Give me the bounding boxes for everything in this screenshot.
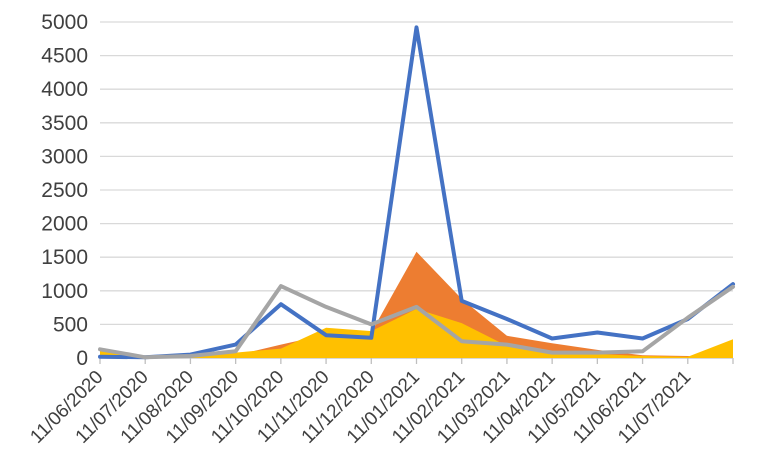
line-series-4 <box>98 284 735 360</box>
y-tick-label: 1000 <box>41 280 88 303</box>
y-axis-tick-labels: 0 500 1000 1500 2000 2500 3000 3500 4000 4500 5000 <box>41 11 88 370</box>
x-axis-tick-labels: 11/06/202011/07/202011/08/202011/09/2020… <box>26 367 695 448</box>
y-tick-label: 500 <box>53 313 88 336</box>
y-tick-label: 3000 <box>41 145 88 168</box>
gridlines <box>99 21 734 364</box>
y-tick-label: 2500 <box>41 179 88 202</box>
line-series-group <box>98 25 735 360</box>
y-tick-label: 5000 <box>41 11 88 34</box>
area-series-2 <box>100 308 733 358</box>
y-tick-label: 4500 <box>41 45 88 68</box>
y-tick-label: 3500 <box>41 112 88 135</box>
y-tick-label: 1500 <box>41 246 88 269</box>
y-tick-label: 0 <box>76 347 88 370</box>
line-series-3 <box>98 25 735 360</box>
y-tick-label: 2000 <box>41 213 88 236</box>
y-tick-label: 4000 <box>41 78 88 101</box>
